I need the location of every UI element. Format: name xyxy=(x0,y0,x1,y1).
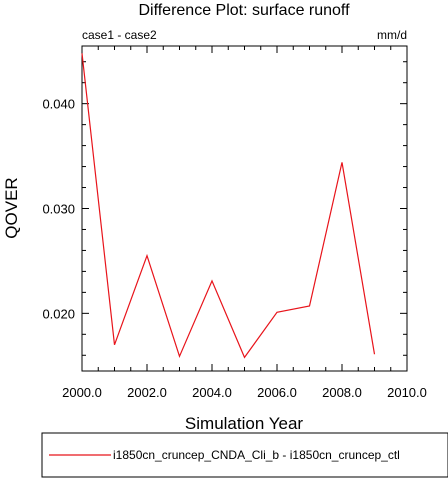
chart-title: Difference Plot: surface runoff xyxy=(138,2,350,19)
series-line xyxy=(81,53,376,359)
x-tick-label: 2008.0 xyxy=(322,385,362,400)
chart-subtitle-right: mm/d xyxy=(377,28,407,42)
x-tick-label: 2004.0 xyxy=(192,385,232,400)
x-axis-ticks xyxy=(81,46,408,371)
x-tick-label: 2010.0 xyxy=(387,385,427,400)
y-axis-ticks xyxy=(82,61,407,356)
x-tick-label: 2002.0 xyxy=(127,385,167,400)
y-tick-label: 0.040 xyxy=(42,97,75,112)
legend-entry: i1850cn_cruncep_CNDA_Cli_b - i1850cn_cru… xyxy=(113,448,400,462)
chart-subtitle-left: case1 - case2 xyxy=(82,28,157,42)
y-axis-tick-labels: 0.020 0.030 0.040 xyxy=(42,97,75,322)
y-axis-label: QOVER xyxy=(2,177,21,238)
x-axis-label: Simulation Year xyxy=(185,414,303,433)
x-tick-label: 2000.0 xyxy=(62,385,102,400)
x-axis-tick-labels: 2000.0 2002.0 2004.0 2006.0 2008.0 2010.0 xyxy=(62,385,427,400)
plot-frame xyxy=(81,45,408,372)
x-tick-label: 2006.0 xyxy=(257,385,297,400)
series-layer xyxy=(81,53,376,359)
y-tick-label: 0.020 xyxy=(42,306,75,321)
y-tick-label: 0.030 xyxy=(42,202,75,217)
